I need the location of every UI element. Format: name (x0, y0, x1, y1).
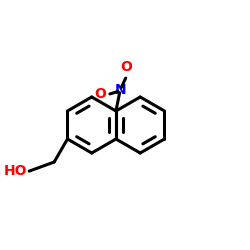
Text: O: O (94, 87, 106, 101)
Text: N: N (115, 83, 127, 97)
Text: O: O (120, 60, 132, 74)
Text: HO: HO (4, 164, 27, 178)
